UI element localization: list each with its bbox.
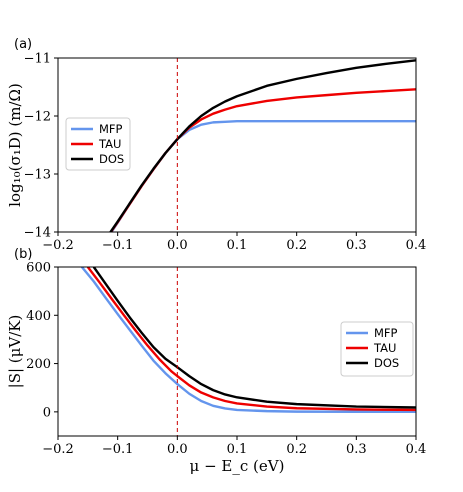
legend-label-dos: DOS bbox=[99, 152, 124, 166]
x-tick-label: −0.2 bbox=[42, 238, 74, 253]
panel-b: −0.2 −0.1 0.0 0.1 0.2 0.3 0.4 0 200 400 600(b) |S| … bbox=[6, 247, 426, 475]
y-tick-label: −12 bbox=[24, 110, 51, 125]
x-tick-label: 0.2 bbox=[286, 238, 307, 253]
series-group bbox=[109, 59, 416, 232]
series-group bbox=[80, 267, 416, 413]
x-tick-label: −0.1 bbox=[102, 442, 134, 457]
legend-box bbox=[65, 117, 131, 171]
y-tick-label: 400 bbox=[26, 309, 51, 324]
legend-label-mfp: MFP bbox=[99, 122, 123, 136]
series-line-dos bbox=[109, 59, 416, 232]
x-tick-label: 0.1 bbox=[227, 238, 248, 253]
legend-label-mfp: MFP bbox=[374, 326, 398, 340]
legend-label-tau: TAU bbox=[373, 341, 396, 355]
y-tick-label: −14 bbox=[24, 226, 51, 241]
series-line-mfp bbox=[110, 120, 416, 232]
x-tick-label: 0.1 bbox=[227, 442, 248, 457]
y-axis-label: log₁₀(σ₁D) (m/Ω) bbox=[6, 83, 24, 207]
y-axis-label: |S| (μV/K) bbox=[6, 315, 24, 389]
x-tick-label: −0.2 bbox=[42, 442, 74, 457]
x-tick-label: −0.1 bbox=[102, 238, 134, 253]
y-tick-label: 200 bbox=[26, 357, 51, 372]
x-tick-label: 0.0 bbox=[167, 442, 188, 457]
y-tick-label: −13 bbox=[24, 168, 51, 183]
series-line-dos bbox=[92, 267, 416, 409]
y-tick-label: −11 bbox=[24, 52, 51, 67]
panel-label: (a) bbox=[14, 37, 32, 52]
series-line-tau bbox=[86, 267, 416, 412]
x-tick-label: 0.4 bbox=[406, 442, 427, 457]
x-tick-label: 0.3 bbox=[346, 238, 367, 253]
x-tick-label: 0.3 bbox=[346, 442, 367, 457]
y-tick-label: 600 bbox=[26, 261, 51, 276]
series-line-mfp bbox=[80, 267, 416, 413]
y-tick-label: 0 bbox=[43, 405, 51, 420]
panel-label: (b) bbox=[14, 247, 32, 262]
panel-a: −0.2 −0.1 0.0 0.1 0.2 0.3 0.4 −14 −13 −12 −11(a) lo… bbox=[6, 37, 426, 253]
x-tick-label: 0.2 bbox=[286, 442, 307, 457]
x-tick-label: 0.4 bbox=[406, 238, 427, 253]
series-line-tau bbox=[109, 88, 416, 232]
legend-label-dos: DOS bbox=[374, 356, 399, 370]
x-axis-label: μ − E_c (eV) bbox=[190, 457, 285, 475]
legend-label-tau: TAU bbox=[98, 137, 121, 151]
x-tick-label: 0.0 bbox=[167, 238, 188, 253]
